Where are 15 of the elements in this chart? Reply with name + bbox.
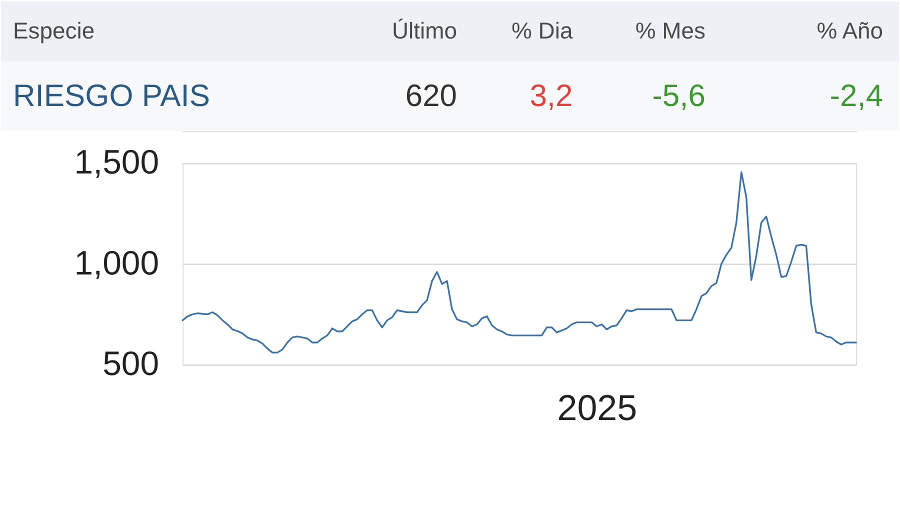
line-series xyxy=(182,171,857,354)
text: 3,2 xyxy=(530,78,573,114)
category-label: RIESGO PAIS xyxy=(12,78,210,114)
category-label: Último xyxy=(392,17,457,44)
category-label: % Año xyxy=(816,17,884,44)
x-tick-label: 2025 xyxy=(557,387,638,428)
y-tick-label: 1,500 xyxy=(74,144,160,182)
category-label: % Mes xyxy=(635,17,706,44)
category-label: % Dia xyxy=(512,17,573,44)
text: Especie xyxy=(12,17,95,44)
text: -2,4 xyxy=(830,78,884,114)
text: -5,6 xyxy=(652,78,706,114)
text: 620 xyxy=(405,78,457,114)
y-tick-label: 500 xyxy=(102,345,160,384)
y-tick-label: 1,000 xyxy=(74,244,160,282)
